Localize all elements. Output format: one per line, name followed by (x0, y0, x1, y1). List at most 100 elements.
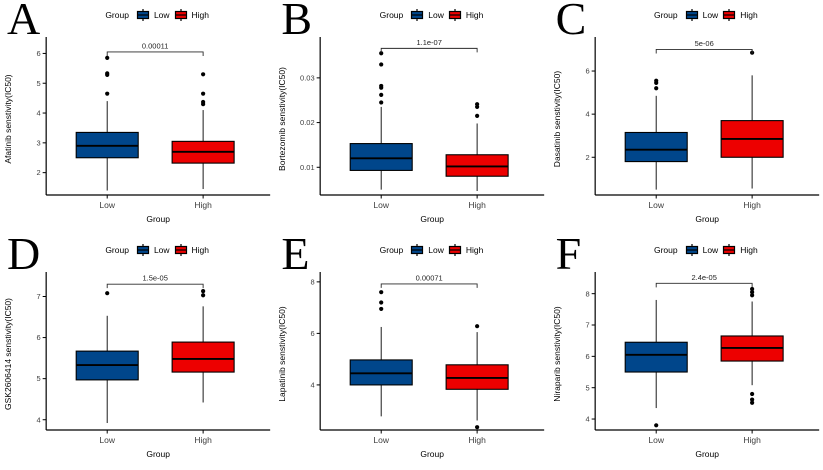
boxplot-panel-F: F Group Low High 4 5 6 7 8 Niraparib sensti (549, 235, 823, 470)
y-tick-label: 6 (36, 49, 40, 58)
y-axis-label: Niraparib senstivity(IC50) (552, 306, 562, 402)
outlier-point (201, 289, 206, 294)
legend-label-high: High (740, 245, 758, 255)
boxplot-D: 4 5 6 7 GSK2606414 senstivity(IC50) Low High Gr… (3, 272, 271, 459)
legend-key-low-icon (410, 244, 424, 256)
plot-legend: Group Low High (316, 244, 546, 256)
legend-title: Group (105, 10, 129, 20)
pvalue-label: 5e-06 (694, 39, 713, 48)
x-tick-label: High (194, 435, 212, 445)
outlier-point (379, 62, 384, 67)
y-tick-label: 4 (311, 381, 315, 390)
outlier-point (475, 113, 480, 118)
y-tick-label: 2 (585, 153, 589, 162)
legend-key-low-icon (136, 244, 150, 256)
x-axis-label: Group (146, 449, 170, 459)
plot-legend: Group Low High (316, 9, 546, 21)
outlier-point (749, 293, 754, 298)
x-tick-label: Low (648, 435, 664, 445)
y-tick-label: 6 (36, 333, 40, 342)
significance-bracket (655, 49, 753, 54)
y-tick-label: 6 (585, 352, 589, 361)
panel-letter: F (555, 235, 582, 279)
boxplot-A: 2 3 4 5 6 Afatinib senstivity(IC50) Low High Gro… (3, 37, 271, 224)
outlier-point (749, 397, 754, 402)
boxplot-B: 0.01 0.02 0.03 Bortezomib senstivity(IC50) L… (277, 37, 545, 224)
panel-letter: D (7, 235, 41, 279)
outlier-point (105, 291, 110, 296)
boxplot-panel-B: B Group Low High 0.01 0.02 0.03 Bortezomi (274, 0, 548, 235)
panel-letter: B (281, 0, 313, 44)
outlier-point (749, 400, 754, 405)
outlier-point (379, 100, 384, 105)
outlier-point (653, 78, 658, 83)
x-tick-label: High (743, 435, 761, 445)
y-tick-label: 2 (36, 168, 40, 177)
boxplot-E: 4 6 8 Lapatinib senstivity(IC50) Low High Grou… (277, 272, 545, 459)
box-low (624, 131, 688, 163)
legend-title: Group (653, 245, 678, 255)
legend-key-low-icon (685, 9, 699, 21)
outlier-point (105, 71, 110, 76)
y-axis-label: Lapatinib senstivity(IC50) (277, 306, 287, 402)
outlier-point (653, 86, 658, 91)
legend-label-high: High (465, 10, 484, 20)
legend-key-high-icon (174, 244, 188, 256)
x-axis-label: Group (695, 449, 719, 459)
legend-label-low: Low (702, 245, 719, 255)
x-axis-label: Group (146, 214, 170, 224)
boxplot-panel-E: E Group Low High 4 6 8 Lapatinib senstivi (274, 235, 548, 470)
outlier-point (201, 91, 206, 96)
x-axis-label: Group (421, 214, 445, 224)
outlier-point (105, 91, 110, 96)
pvalue-label: 1.5e-05 (142, 274, 167, 283)
legend-key-low-icon (685, 244, 699, 256)
x-tick-label: High (194, 200, 212, 210)
outlier-point (749, 391, 754, 397)
outlier-point (379, 290, 384, 295)
y-tick-label: 4 (36, 109, 40, 118)
legend-label-high: High (191, 10, 210, 20)
y-tick-label: 4 (585, 415, 589, 424)
y-tick-label: 6 (311, 329, 315, 338)
y-tick-label: 3 (36, 138, 40, 147)
x-tick-label: Low (99, 435, 115, 445)
y-axis-label: GSK2606414 senstivity(IC50) (3, 298, 13, 410)
legend-key-high-icon (722, 9, 736, 21)
legend-label-low: Low (153, 10, 170, 20)
legend-title: Group (379, 10, 404, 20)
y-tick-label: 8 (585, 289, 589, 298)
x-tick-label: High (469, 200, 487, 210)
legend-key-low-icon (136, 9, 150, 21)
outlier-point (379, 92, 384, 97)
panel-letter: A (7, 0, 41, 44)
legend-title: Group (105, 245, 129, 255)
legend-label-high: High (465, 245, 484, 255)
y-axis-label: Bortezomib senstivity(IC50) (277, 67, 287, 171)
legend-title: Group (379, 245, 404, 255)
x-axis-label: Group (695, 214, 719, 224)
box-low (349, 143, 414, 171)
y-tick-label: 5 (585, 383, 589, 392)
outlier-point (379, 83, 384, 89)
pvalue-label: 0.00011 (142, 41, 169, 50)
outlier-point (201, 293, 206, 298)
x-tick-label: Low (99, 200, 115, 210)
y-tick-label: 0.01 (300, 163, 315, 172)
outlier-point (653, 423, 658, 428)
boxplot-panel-C: C Group Low High 2 4 6 Dasatinib senstivi (549, 0, 823, 235)
y-tick-label: 4 (585, 110, 589, 119)
legend-label-low: Low (428, 245, 444, 255)
y-tick-label: 8 (311, 277, 315, 286)
box-high (171, 341, 235, 373)
legend-label-low: Low (702, 10, 719, 20)
plot-legend: Group Low High (42, 244, 272, 256)
significance-bracket (381, 283, 478, 288)
panel-letter: E (281, 235, 310, 279)
legend-key-high-icon (448, 9, 462, 21)
x-tick-label: High (743, 200, 761, 210)
boxplot-panel-D: D Group Low High 4 5 6 7 GSK2606414 sensti (0, 235, 274, 470)
box-low (624, 341, 688, 373)
y-axis-label: Afatinib senstivity(IC50) (3, 74, 13, 163)
outlier-point (475, 425, 480, 430)
